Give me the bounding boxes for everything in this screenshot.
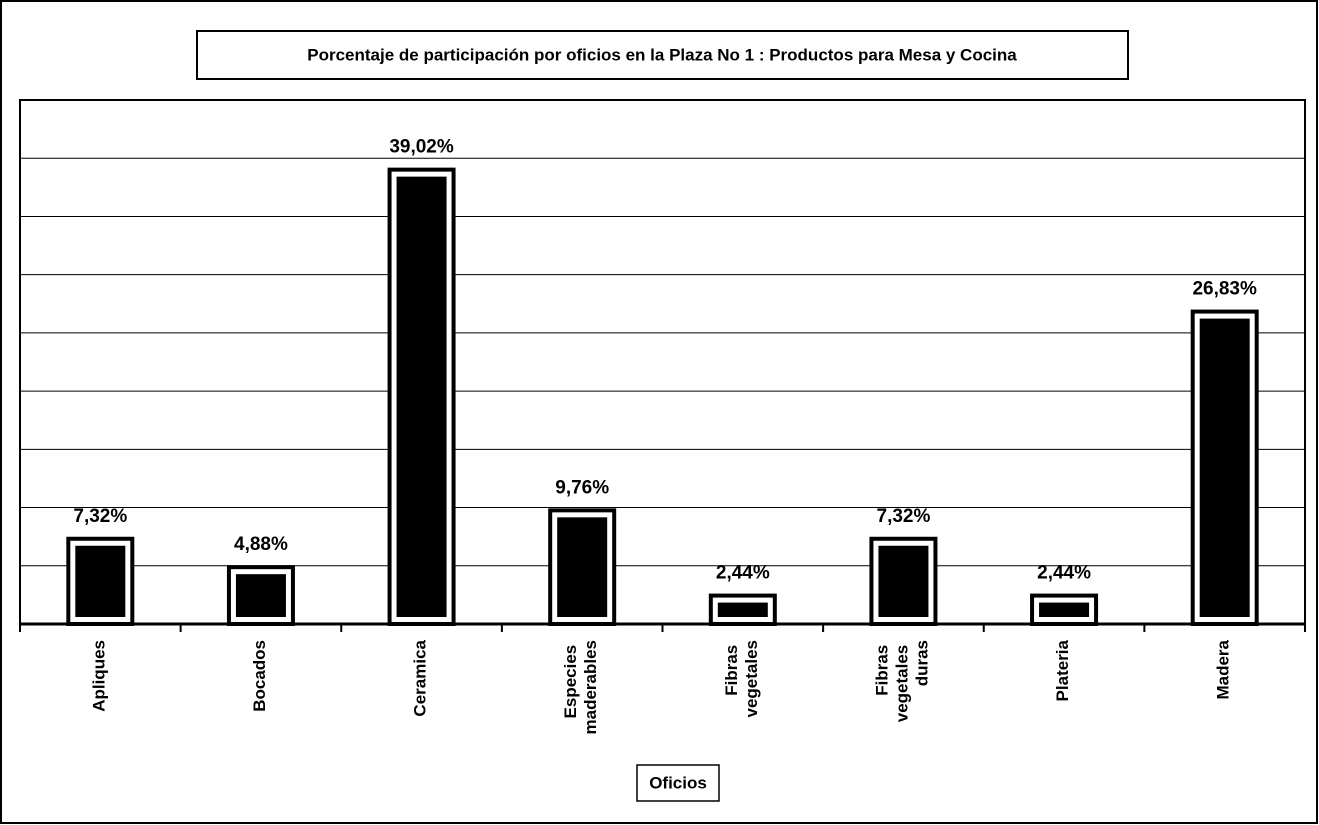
bar-fill [557, 517, 608, 617]
value-label: 39,02% [389, 137, 454, 158]
value-label: 4,88% [234, 534, 288, 555]
x-tick-label: Especies maderables [562, 640, 601, 735]
value-label: 2,44% [1037, 563, 1091, 584]
value-label: 7,32% [877, 506, 931, 527]
value-label: 26,83% [1192, 279, 1257, 300]
value-label: 2,44% [716, 563, 770, 584]
x-tick-label: Bocados [250, 640, 269, 712]
bar-fill [396, 176, 447, 617]
bar-fill [75, 545, 126, 617]
bar-fill [717, 602, 768, 617]
x-tick-label: Apliques [90, 640, 109, 712]
title-box [196, 30, 1129, 80]
x-tick-label: Fibras vegetales [722, 640, 761, 718]
x-tick-label: Plateria [1054, 639, 1073, 701]
value-label: 7,32% [73, 506, 127, 527]
value-label: 9,76% [555, 477, 609, 498]
bar-fill [878, 545, 929, 617]
bar-fill [1199, 318, 1250, 617]
x-title-box [636, 764, 720, 802]
x-tick-label: Fibras vegetales duras [873, 640, 932, 722]
plot-area [19, 99, 1306, 625]
x-axis-title: Oficios [649, 773, 707, 792]
chart-title: Porcentaje de participación por oficios … [307, 45, 1017, 64]
bar-fill [235, 574, 286, 617]
bar-fill [1039, 602, 1090, 617]
x-tick-label: Ceramica [411, 639, 430, 716]
x-tick-label: Madera [1214, 639, 1233, 699]
